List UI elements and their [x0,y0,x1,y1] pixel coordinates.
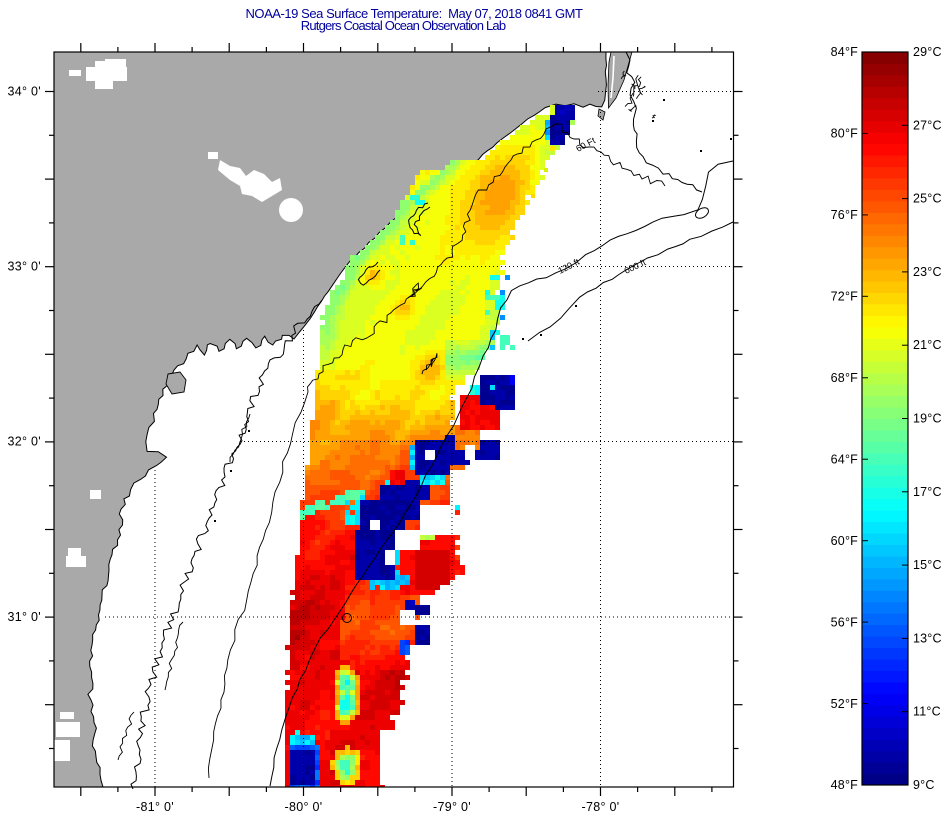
svg-text:52°F: 52°F [831,697,859,711]
svg-text:13°C: 13°C [913,631,942,645]
svg-text:33° 0': 33° 0' [7,260,41,274]
svg-text:-78° 0': -78° 0' [582,800,620,814]
svg-text:64°F: 64°F [831,452,859,466]
svg-text:34° 0': 34° 0' [7,85,41,99]
svg-text:19°C: 19°C [913,412,942,426]
svg-text:84°F: 84°F [831,45,859,59]
svg-text:25°C: 25°C [913,192,942,206]
svg-text:11°C: 11°C [913,705,941,719]
svg-text:NOAA-19 Sea Surface Temperatur: NOAA-19 Sea Surface Temperature: May 07,… [245,6,583,21]
svg-text:32° 0': 32° 0' [7,435,41,449]
svg-text:-79° 0': -79° 0' [433,800,471,814]
svg-text:15°C: 15°C [913,558,942,572]
svg-text:31° 0': 31° 0' [7,610,41,624]
svg-text:-81° 0': -81° 0' [136,800,174,814]
svg-text:-80° 0': -80° 0' [285,800,323,814]
svg-text:72°F: 72°F [831,290,859,304]
svg-text:80°F: 80°F [831,127,859,141]
svg-text:27°C: 27°C [913,118,942,132]
svg-text:29°C: 29°C [913,45,942,59]
svg-text:76°F: 76°F [831,208,859,222]
svg-text:21°C: 21°C [913,338,942,352]
svg-text:68°F: 68°F [831,371,859,385]
svg-text:56°F: 56°F [831,615,859,629]
svg-text:17°C: 17°C [913,485,942,499]
svg-text:Rutgers Coastal Ocean Observat: Rutgers Coastal Ocean Observation Lab [301,18,506,33]
svg-text:60°F: 60°F [831,534,859,548]
svg-text:23°C: 23°C [913,265,942,279]
svg-text:48°F: 48°F [831,778,859,792]
svg-text:9°C: 9°C [913,778,935,792]
